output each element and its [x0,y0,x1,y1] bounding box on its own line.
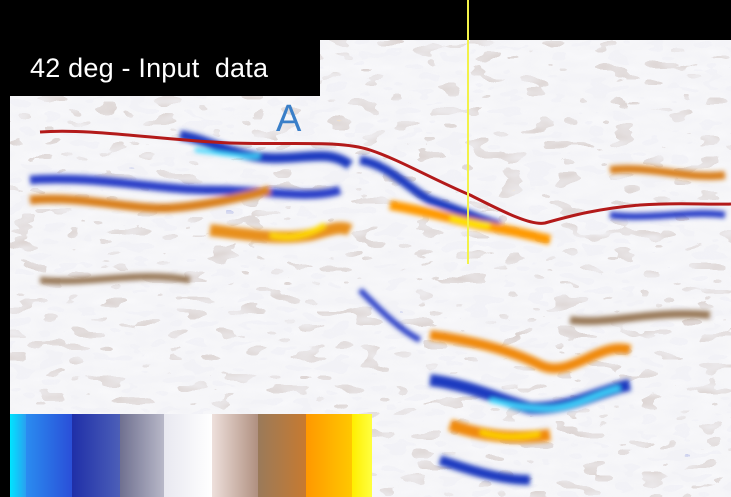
colorbar-segment [306,414,352,497]
top-border [0,0,731,40]
horizon-a-line [39,129,731,225]
colorbar-segment [351,414,372,497]
colorbar-segment [71,414,120,497]
horizon-label: A [276,98,302,140]
reflector-events [29,130,726,485]
colorbar-segment [25,414,72,497]
panel-title: 42 deg - Input data [0,40,320,96]
colorbar-segment [10,414,26,497]
colorbar-segment [119,414,164,497]
color-scale-bar [10,414,372,497]
colorbar-segment [257,414,307,497]
cursor-line[interactable] [467,0,469,264]
left-border [0,0,10,497]
colorbar-segment [212,414,258,497]
colorbar-segment [163,414,213,497]
